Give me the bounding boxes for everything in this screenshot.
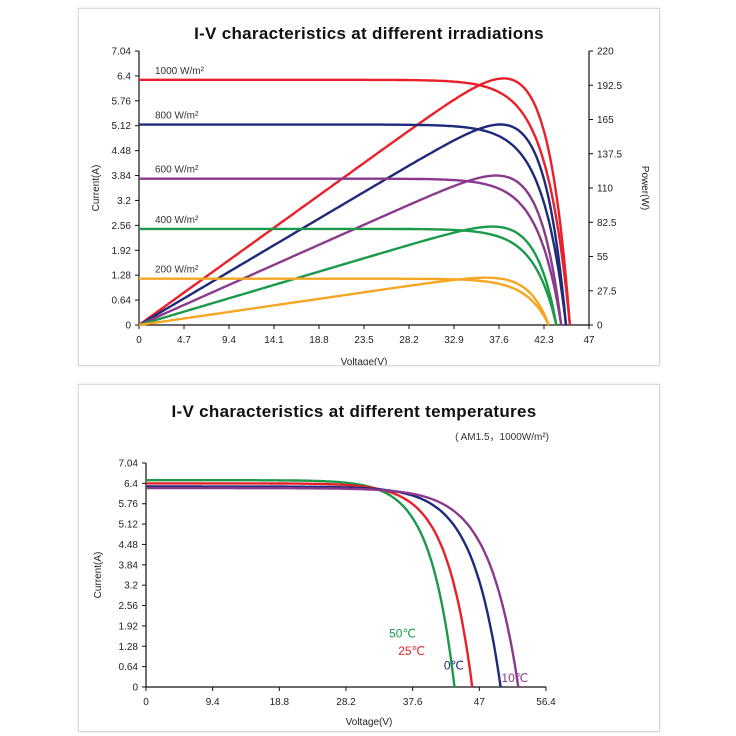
y-axis-label: Current(A) <box>93 552 104 599</box>
x-tick-label: 0 <box>136 335 142 346</box>
x-tick-label: 56.4 <box>536 697 556 708</box>
y-tick-label: 0.64 <box>112 296 132 307</box>
x-tick-label: 0 <box>143 697 149 708</box>
iv-curve-0 <box>146 479 456 688</box>
y-tick-label: 6.4 <box>117 71 131 82</box>
x-tick-label: 42.3 <box>534 335 554 346</box>
iv-curve-3 <box>139 227 558 326</box>
pv-curve-2 <box>138 174 563 327</box>
series-label: 0℃ <box>444 659 464 673</box>
y2-tick-label: 27.5 <box>597 286 617 297</box>
y-tick-label: 5.12 <box>119 520 139 531</box>
y-tick-label: 5.76 <box>119 499 139 510</box>
chart-temperature: I-V characteristics at different tempera… <box>93 402 556 728</box>
x-tick-label: 28.2 <box>336 697 356 708</box>
x-tick-label: 18.8 <box>270 697 290 708</box>
x-tick-label: 28.2 <box>399 335 419 346</box>
x-tick-label: 18.8 <box>309 335 329 346</box>
x-tick-label: 9.4 <box>206 697 220 708</box>
iv-curve-3 <box>146 486 520 688</box>
pv-curve-0 <box>138 77 572 326</box>
series-label: 25℃ <box>398 644 425 658</box>
x-tick-label: 37.6 <box>489 335 509 346</box>
y2-tick-label: 165 <box>597 115 614 126</box>
x-tick-label: 14.1 <box>264 335 284 346</box>
y-tick-label: 0.64 <box>119 662 139 673</box>
series-label: 50℃ <box>389 627 416 641</box>
y-tick-label: 3.84 <box>119 560 139 571</box>
y-tick-label: 3.84 <box>112 171 132 182</box>
x-tick-label: 4.7 <box>177 335 191 346</box>
x-tick-label: 32.9 <box>444 335 464 346</box>
y2-tick-label: 110 <box>597 184 613 195</box>
chart-irradiation: I-V characteristics at different irradia… <box>91 24 650 365</box>
series-label: 1000 W/m² <box>155 66 205 77</box>
y2-tick-label: 0 <box>597 321 603 332</box>
y-tick-label: 1.28 <box>119 642 139 653</box>
y2-tick-label: 82.5 <box>597 218 617 229</box>
chart-panel-temperature: I-V characteristics at different tempera… <box>78 384 660 732</box>
iv-curve-2 <box>139 177 563 326</box>
y-tick-label: 0 <box>125 321 131 332</box>
y-tick-label: 1.28 <box>112 271 132 282</box>
y-tick-label: 6.4 <box>124 479 138 490</box>
y-tick-label: 2.56 <box>119 601 139 612</box>
series-label: 400 W/m² <box>155 215 199 226</box>
y-tick-label: 5.12 <box>112 121 132 132</box>
y-tick-label: 7.04 <box>112 47 132 58</box>
x-tick-label: 47 <box>474 697 486 708</box>
y-tick-label: 5.76 <box>112 96 132 107</box>
y2-axis-label: Power(W) <box>639 166 650 210</box>
y2-tick-label: 220 <box>597 47 614 58</box>
iv-curve-1 <box>139 123 568 326</box>
y-tick-label: 3.2 <box>117 196 131 207</box>
iv-curve-0 <box>139 78 572 326</box>
y-tick-label: 0 <box>132 683 138 694</box>
y-tick-label: 3.2 <box>124 581 138 592</box>
y-axis-label: Current(A) <box>91 165 102 212</box>
series-label: 800 W/m² <box>155 111 199 122</box>
x-axis-label: Voltage(V) <box>346 717 393 728</box>
pv-curve-1 <box>138 123 568 327</box>
chart-title: I-V characteristics at different tempera… <box>172 402 537 421</box>
y-tick-label: 4.48 <box>119 540 139 551</box>
chart-panel-irradiation: I-V characteristics at different irradia… <box>78 8 660 366</box>
x-tick-label: 37.6 <box>403 697 423 708</box>
y2-tick-label: 55 <box>597 252 609 263</box>
y-tick-label: 1.92 <box>112 246 132 257</box>
y2-tick-label: 137.5 <box>597 149 622 160</box>
y-tick-label: 7.04 <box>119 459 139 470</box>
series-label: -10℃ <box>497 671 528 685</box>
y2-tick-label: 192.5 <box>597 81 622 92</box>
y-tick-label: 1.92 <box>119 621 139 632</box>
x-axis-label: Voltage(V) <box>341 357 388 365</box>
x-tick-label: 47 <box>583 335 595 346</box>
iv-curve-2 <box>146 485 502 688</box>
x-tick-label: 23.5 <box>354 335 374 346</box>
iv-curve-1 <box>146 482 474 688</box>
x-tick-label: 9.4 <box>222 335 236 346</box>
y-tick-label: 4.48 <box>112 146 132 157</box>
pv-curve-4 <box>138 276 550 327</box>
series-label: 600 W/m² <box>155 165 199 176</box>
pv-curve-3 <box>138 225 558 327</box>
iv-curve-4 <box>139 277 550 326</box>
chart-subtitle: ( AM1.5，1000W/m²) <box>455 432 549 443</box>
series-label: 200 W/m² <box>155 265 199 276</box>
chart-title: I-V characteristics at different irradia… <box>194 24 544 43</box>
y-tick-label: 2.56 <box>112 221 132 232</box>
